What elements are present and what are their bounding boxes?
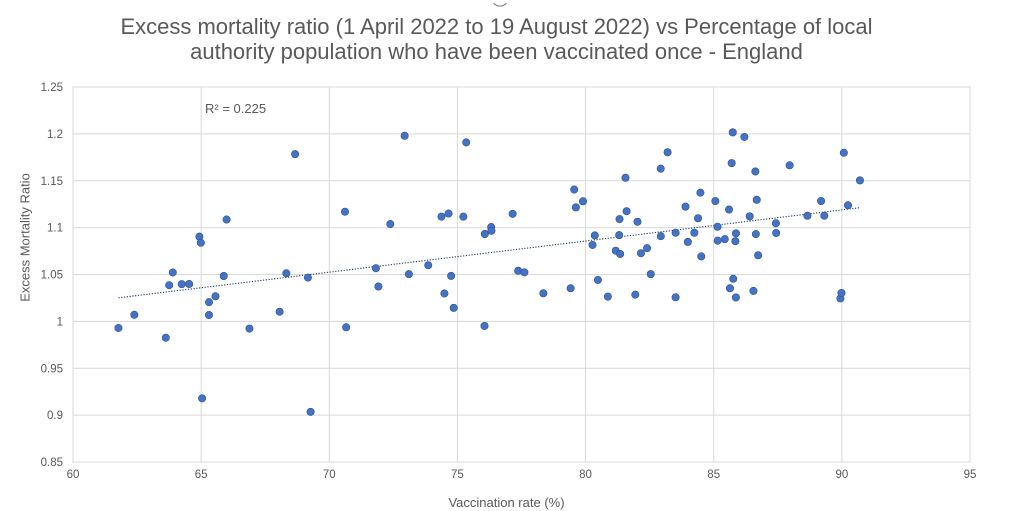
svg-text:65: 65 xyxy=(195,469,208,481)
svg-text:85: 85 xyxy=(707,469,720,481)
svg-text:60: 60 xyxy=(67,469,80,481)
svg-text:0.9: 0.9 xyxy=(47,410,63,422)
svg-text:0.85: 0.85 xyxy=(41,457,63,469)
svg-text:80: 80 xyxy=(579,469,592,481)
svg-text:90: 90 xyxy=(835,469,848,481)
svg-text:75: 75 xyxy=(451,469,464,481)
svg-text:1.1: 1.1 xyxy=(47,223,63,235)
svg-text:70: 70 xyxy=(323,469,336,481)
svg-text:1.25: 1.25 xyxy=(41,82,63,94)
svg-text:1: 1 xyxy=(57,316,63,328)
svg-text:95: 95 xyxy=(964,469,977,481)
svg-text:1.2: 1.2 xyxy=(47,129,63,141)
svg-text:1.05: 1.05 xyxy=(41,270,63,282)
svg-text:1.15: 1.15 xyxy=(41,176,63,188)
svg-text:0.95: 0.95 xyxy=(41,363,63,375)
